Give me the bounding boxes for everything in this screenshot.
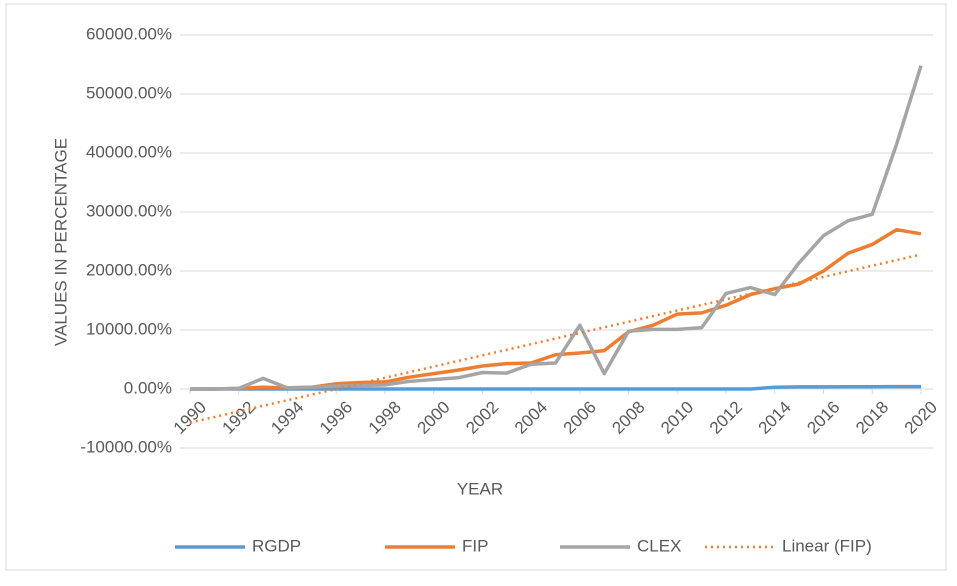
y-tick-label: 40000.00% xyxy=(86,142,172,161)
trend-line xyxy=(189,253,922,424)
legend-label: Linear (FIP) xyxy=(782,536,872,555)
y-tick-label: 30000.00% xyxy=(86,201,172,220)
y-axis-title: VALUES IN PERCENTAGE xyxy=(51,138,70,346)
y-tick-label: 10000.00% xyxy=(86,319,172,338)
legend-label: FIP xyxy=(462,536,488,555)
x-axis-title: YEAR xyxy=(457,479,503,498)
y-tick-label: 20000.00% xyxy=(86,260,172,279)
y-tick-label: 60000.00% xyxy=(86,24,172,43)
y-tick-label: 50000.00% xyxy=(86,83,172,102)
y-tick-label: -10000.00% xyxy=(80,437,172,456)
series-line xyxy=(190,384,921,391)
y-tick-label: 0.00% xyxy=(124,378,172,397)
legend-label: CLEX xyxy=(637,536,681,555)
legend-label: RGDP xyxy=(252,536,301,555)
series-line xyxy=(190,65,923,391)
